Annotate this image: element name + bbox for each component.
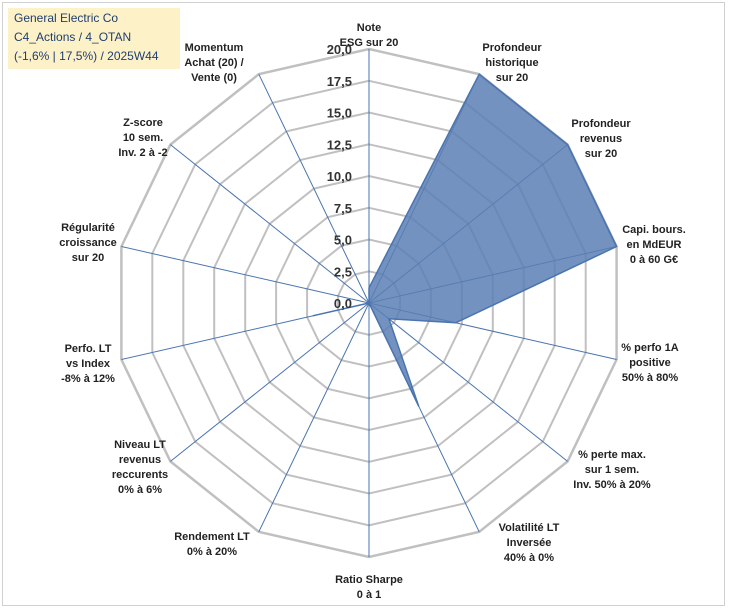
tick-label-0: 0,0: [334, 296, 352, 311]
spoke-5: [368, 302, 568, 462]
radar-series: [312, 73, 618, 407]
chart-title-line-3: (-1,6% | 17,5%) / 2025W44: [14, 49, 159, 63]
series-area: [312, 73, 618, 407]
axis-label-2: Profondeur revenus sur 20: [571, 118, 631, 160]
chart-title-line-1: General Electric Co: [14, 11, 119, 25]
spoke-11: [121, 246, 370, 304]
tick-label-4: 10,0: [327, 169, 352, 184]
axis-label-10: Perfo. LT vs Index -8% à 12%: [61, 343, 115, 385]
axis-label-13: Momentum Achat (20) / Vente (0): [184, 42, 243, 84]
tick-label-3: 7,5: [334, 201, 352, 216]
tick-label-6: 15,0: [327, 106, 352, 121]
spoke-9: [170, 302, 370, 462]
tick-label-2: 5,0: [334, 233, 352, 248]
axis-label-8: Rendement LT 0% à 20%: [174, 531, 250, 558]
tick-label-5: 12,5: [327, 137, 352, 152]
radar-tick-labels: 0,0 2,5 5,0 7,5 10,0 12,5 15,0 17,5 20,0: [327, 42, 352, 311]
axis-label-0: Note ESG sur 20: [340, 22, 399, 49]
spoke-13: [258, 73, 370, 304]
axis-label-4: % perfo 1A positive 50% à 80%: [621, 342, 679, 384]
axis-label-3: Capi. bours. en MdEUR 0 à 60 G€: [622, 224, 686, 266]
axis-label-1: Profondeur historique sur 20: [482, 42, 542, 84]
axis-label-7: Ratio Sharpe 0 à 1: [335, 574, 403, 601]
axis-label-11: Régularité croissance sur 20: [59, 222, 116, 264]
axis-label-12: Z-score 10 sem. Inv. 2 à -2: [118, 117, 167, 159]
axis-label-9: Niveau LT revenus reccurents 0% à 6%: [112, 439, 168, 496]
axis-label-5: % perte max. sur 1 sem. Inv. 50% à 20%: [573, 449, 651, 491]
chart-title-line-2: C4_Actions / 4_OTAN: [14, 30, 132, 44]
axis-label-6: Volatilité LT Inversée 40% à 0%: [499, 522, 560, 564]
chart-title-box: General Electric Co C4_Actions / 4_OTAN …: [8, 8, 180, 69]
radar-axis-labels: Note ESG sur 20 Profondeur historique sur 20…: [59, 22, 686, 601]
tick-label-7: 17,5: [327, 74, 352, 89]
tick-label-1: 2,5: [334, 264, 352, 279]
spoke-12: [170, 144, 370, 304]
spoke-8: [258, 302, 370, 533]
tick-label-8: 20,0: [327, 42, 352, 57]
